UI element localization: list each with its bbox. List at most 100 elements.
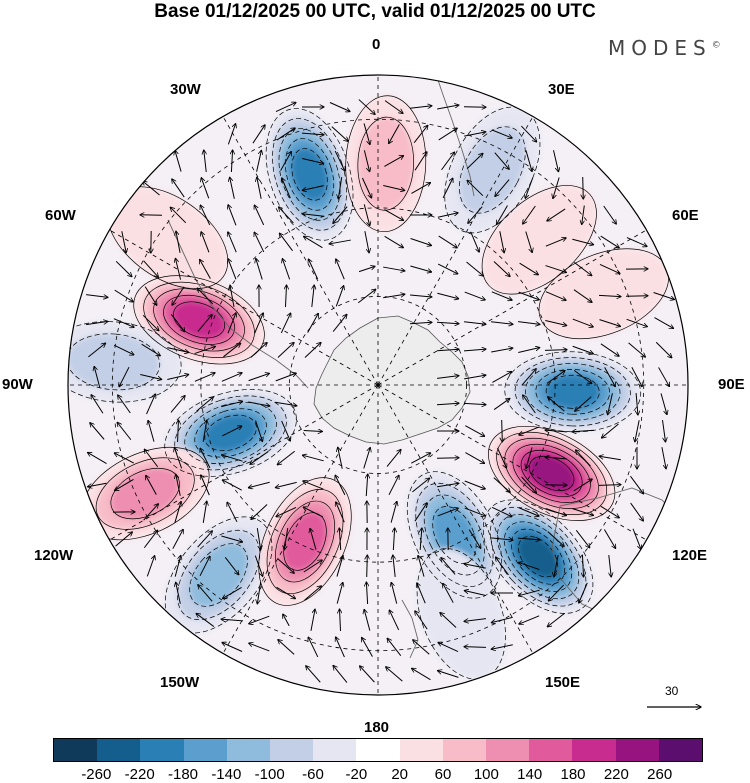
wind-vector [387,638,402,656]
wind-vector [143,504,159,521]
wind-vector [361,177,371,198]
wind-vector [521,369,536,386]
wind-vector [410,265,431,272]
wind-vector [114,289,134,302]
wind-vector [572,238,593,244]
wind-vector [277,343,294,358]
wind-vector [222,643,243,652]
wind-vector [383,185,404,191]
wind-vector [465,425,484,437]
wind-vector [364,231,369,253]
colorbar-cell [356,739,400,761]
contour-line [291,148,328,201]
anomaly-shade [518,536,558,577]
wind-vector [222,587,242,598]
lon-label-120e: 120E [672,547,708,564]
reference-vector: 30 [645,682,705,718]
meridian-line [109,384,379,541]
wind-vector [146,394,156,415]
wind-vector [519,615,540,624]
wind-vector [464,618,486,622]
anomaly-shade [283,512,327,571]
wind-vector [599,263,620,273]
wind-vector [329,102,350,111]
colorbar [53,738,703,762]
wind-vector [174,501,181,523]
wind-vector [413,125,428,143]
new-zealand [401,599,419,659]
wind-vector [336,555,343,577]
wind-vector [228,232,237,253]
colorbar-cell [399,739,443,761]
lon-label-180: 180 [364,719,390,736]
wind-vector [491,322,513,324]
wind-vector [441,558,456,575]
lon-label-30w: 30W [170,81,201,98]
wind-vector [436,403,459,405]
wind-vector [366,582,367,605]
wind-vector [90,423,105,440]
wind-vector [600,235,620,248]
wind-vector [491,644,513,649]
contour-line [423,494,485,576]
wind-vector [583,176,584,199]
wind-vector [167,374,188,380]
wind-vector [573,289,592,303]
wind-vector [284,528,289,550]
wind-vector [86,294,108,298]
wind-vector [338,177,343,199]
wind-vector [598,485,621,486]
anomaly-shade [357,117,414,211]
wind-vector [436,349,459,351]
lon-label-30e: 30E [548,81,575,98]
wind-vector [389,610,400,631]
wind-vector [114,453,134,464]
wind-vector [525,150,532,171]
wind-vector [302,455,324,462]
polar-map [67,74,689,696]
wind-vector [413,640,430,655]
contour-line [177,529,261,621]
wind-vector [383,294,405,299]
wind-vector [367,555,368,578]
wind-vector [88,452,107,464]
wind-vector [221,455,243,462]
wind-vector [464,321,486,325]
contour-line [512,443,591,503]
wind-vector [249,615,270,624]
colorbar-tick-label: -100 [254,766,285,783]
wind-vector [661,447,666,469]
wind-vector [221,426,242,437]
wind-vector [546,371,565,384]
wind-vector [117,422,132,440]
wind-vector [410,238,432,246]
wind-vector [282,259,291,280]
wind-vector [417,583,426,604]
wind-vector [493,477,510,493]
wind-vector [285,285,286,308]
antarctica [313,315,471,445]
wind-vector [548,584,564,601]
wind-vector [336,502,345,523]
wind-vector [599,456,621,461]
wind-vector [437,376,459,379]
wind-vector [194,373,215,382]
wind-vector [438,642,459,652]
map-title: Base 01/12/2025 00 UTC, valid 01/12/2025… [154,1,596,22]
contour-line [68,321,182,403]
anomaly-shade [459,126,526,214]
wind-vector [358,266,375,273]
wind-vector [115,479,134,490]
wind-vector [176,231,181,253]
wind-vector [609,555,611,577]
wind-vector [384,156,403,167]
graticule [68,75,688,695]
colorbar-tick-label: 260 [647,766,673,783]
wind-vector [630,502,644,521]
wind-vector [391,582,398,604]
wind-vector [499,231,504,253]
anomaly-shade [529,456,574,491]
wind-vector [227,124,235,145]
wind-vector [170,207,187,224]
contour-line [496,514,580,600]
